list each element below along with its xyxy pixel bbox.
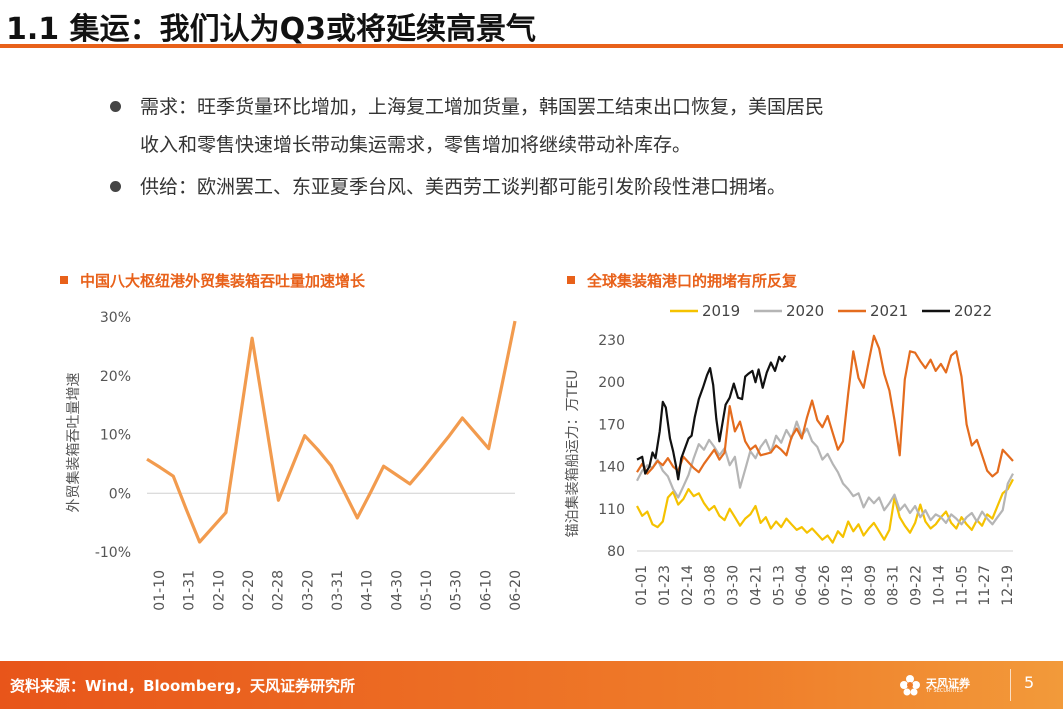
page-number: 5: [1024, 673, 1035, 692]
x-tick-label: 01-23: [657, 565, 673, 606]
x-tick-label: 04-30: [389, 570, 405, 611]
y-tick-label: 170: [598, 417, 625, 433]
footer-divider: [1010, 669, 1011, 701]
chart-left-title: 中国八大枢纽港外贸集装箱吞吐量加速增长: [60, 270, 365, 291]
y-axis-title: 外贸集装箱吞吐量增速: [65, 373, 82, 513]
logo-text: 天风证券: [926, 677, 970, 690]
legend-label-2019: 2019: [702, 302, 740, 320]
chart-left-title-text: 中国八大枢纽港外贸集装箱吞吐量加速增长: [80, 272, 366, 290]
legend-label-2021: 2021: [870, 302, 908, 320]
bullet-demand-line-1: 需求：旺季货量环比增加，上海复工增加货量，韩国罢工结束出口恢复，美国居民: [140, 96, 825, 118]
flower-logo-icon: [900, 675, 920, 696]
y-tick-label: 140: [598, 460, 625, 476]
bullet-supply-line-1: 供给：欧洲罢工、东亚夏季台风、美西劳工谈判都可能引发阶段性港口拥堵。: [140, 176, 787, 198]
title-square-icon: [60, 275, 68, 284]
series-line-2022: [636, 354, 787, 481]
series-line-growth: [146, 320, 517, 544]
chart-right-title: 全球集装箱港口的拥堵有所反复: [567, 270, 797, 291]
x-tick-label: 07-18: [840, 565, 856, 606]
x-tick-label: 01-31: [182, 570, 198, 611]
x-tick-label: 06-04: [794, 565, 810, 606]
x-tick-label: 03-30: [726, 565, 742, 606]
legend-label-2020: 2020: [786, 302, 824, 320]
x-tick-label: 01-10: [152, 570, 168, 611]
y-tick-label: 30%: [100, 310, 131, 326]
x-tick-label: 09-22: [909, 565, 925, 606]
footer-bar: 资料来源：Wind，Bloomberg，天风证券研究所 天风证券 TF SECU…: [0, 661, 1063, 709]
y-tick-label: 80: [607, 544, 625, 560]
x-tick-label: 02-14: [680, 565, 696, 606]
slide-title: 1.1 集运：我们认为Q3或将延续高景气: [6, 12, 536, 47]
logo-subtext: TF SECURITIES: [926, 688, 963, 694]
title-square-icon: [567, 275, 575, 284]
x-tick-label: 02-20: [241, 570, 257, 611]
bullet-dot-icon: [110, 181, 121, 192]
x-tick-label: 06-10: [478, 570, 494, 611]
x-tick-label: 04-10: [360, 570, 376, 611]
x-tick-label: 02-28: [271, 570, 287, 611]
x-tick-label: 04-21: [748, 565, 764, 606]
y-tick-label: -10%: [95, 545, 131, 561]
x-tick-label: 02-10: [211, 570, 227, 611]
x-tick-label: 08-31: [886, 565, 902, 606]
bullet-demand-line-2: 收入和零售快速增长带动集运需求，零售增加将继续带动补库存。: [140, 134, 692, 156]
y-tick-label: 200: [598, 375, 625, 391]
x-tick-label: 06-20: [508, 570, 524, 611]
y-axis-title: 锚泊集装箱船运力：万TEU: [564, 370, 581, 538]
y-tick-label: 0%: [109, 486, 131, 502]
title-underline: [0, 44, 1063, 48]
x-tick-label: 06-26: [817, 565, 833, 606]
bullet-list: 需求：旺季货量环比增加，上海复工增加货量，韩国罢工结束出口恢复，美国居民 收入和…: [108, 88, 1008, 210]
x-tick-label: 12-19: [1000, 565, 1016, 606]
x-tick-label: 08-09: [863, 565, 879, 606]
x-tick-label: 11-27: [977, 565, 993, 606]
y-tick-label: 10%: [100, 428, 131, 444]
x-tick-label: 11-05: [954, 565, 970, 606]
series-line-2021: [636, 334, 1014, 478]
x-tick-label: 01-01: [634, 565, 650, 606]
footer-source: 资料来源：Wind，Bloomberg，天风证券研究所: [10, 677, 355, 695]
chart-right: 2019 2020 2021 2022 80 110 140 170 200 230 01-01 01…: [564, 302, 1016, 606]
x-tick-label: 05-10: [419, 570, 435, 611]
y-tick-label: 110: [598, 502, 625, 518]
series-line-2020: [636, 420, 1014, 526]
x-tick-label: 05-30: [449, 570, 465, 611]
bullet-demand: 需求：旺季货量环比增加，上海复工增加货量，韩国罢工结束出口恢复，美国居民 收入和…: [108, 88, 1008, 164]
company-logo: 天风证券 TF SECURITIES: [898, 671, 978, 699]
x-tick-label: 03-31: [330, 570, 346, 611]
y-tick-label: 20%: [100, 369, 131, 385]
chart-right-title-text: 全球集装箱港口的拥堵有所反复: [587, 272, 798, 290]
x-tick-label: 03-08: [703, 565, 719, 606]
bullet-dot-icon: [110, 101, 121, 112]
chart-left: -10% 0% 10% 20% 30% 01-10 01-31 02-10 02-20 02-28…: [65, 310, 524, 611]
bullet-supply: 供给：欧洲罢工、东亚夏季台风、美西劳工谈判都可能引发阶段性港口拥堵。: [108, 168, 1008, 206]
y-tick-label: 230: [598, 333, 625, 349]
x-tick-label: 05-13: [771, 565, 787, 606]
x-tick-label: 03-20: [300, 570, 316, 611]
series-line-2019: [636, 478, 1014, 544]
x-tick-label: 10-14: [931, 565, 947, 606]
legend-label-2022: 2022: [954, 302, 992, 320]
